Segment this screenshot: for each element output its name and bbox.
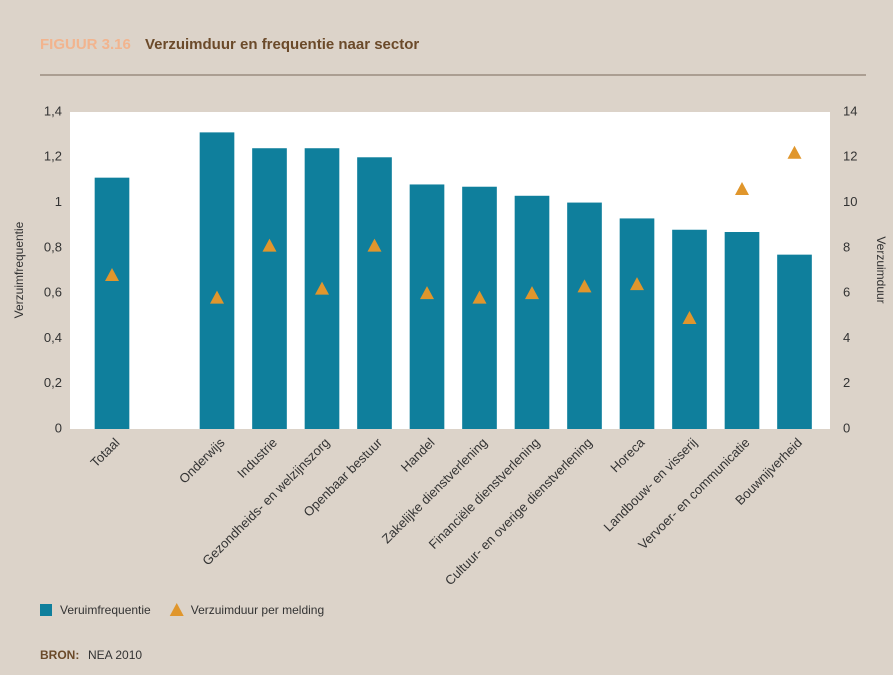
y2-tick-label: 8 — [843, 239, 850, 254]
y-tick-label: 1,2 — [44, 149, 62, 164]
y-tick-label: 0,4 — [44, 330, 62, 345]
y-tick-label: 0,2 — [44, 375, 62, 390]
y2-tick-label: 14 — [843, 103, 857, 118]
y-axis-label: Verzuimfrequentie — [12, 221, 26, 318]
y2-tick-label: 2 — [843, 375, 850, 390]
y2-tick-label: 10 — [843, 194, 857, 209]
triangle-marker — [472, 290, 487, 304]
bar — [409, 184, 445, 429]
y-tick-label: 0 — [55, 420, 62, 435]
triangle-marker — [367, 238, 382, 252]
figure-label: FIGUUR 3.16 — [40, 36, 131, 53]
y-tick-label: 1,4 — [44, 103, 62, 118]
legend-label: Veruimfrequentie — [60, 603, 151, 617]
y-tick-label: 0,8 — [44, 239, 62, 254]
y2-axis-label: Verzuimduur — [874, 236, 888, 303]
bar — [462, 186, 497, 429]
triangle-marker — [577, 279, 592, 293]
triangle-marker — [787, 145, 802, 159]
bar — [619, 218, 655, 429]
y2-tick-label: 12 — [843, 149, 857, 164]
triangle-marker — [210, 290, 224, 304]
triangle-marker — [262, 238, 277, 252]
triangle-marker — [525, 286, 539, 300]
bar — [672, 229, 707, 429]
bar — [514, 195, 550, 429]
legend-label: Verzuimduur per melding — [191, 603, 324, 617]
legend-swatch — [169, 603, 184, 616]
source: NEA 2010 — [88, 648, 142, 662]
bar — [252, 148, 287, 429]
triangle-marker — [315, 281, 329, 295]
triangle-marker — [630, 277, 644, 291]
legend-swatch — [40, 604, 52, 616]
bar — [199, 132, 235, 429]
triangle-marker — [735, 181, 749, 195]
bar — [94, 177, 130, 429]
bar — [357, 157, 392, 430]
plot-area — [70, 112, 830, 429]
triangle-marker — [105, 268, 119, 282]
y2-tick-label: 4 — [843, 330, 850, 345]
triangle-marker — [420, 286, 434, 300]
y-tick-label: 0,6 — [44, 285, 62, 300]
y2-tick-label: 0 — [843, 420, 850, 435]
chart-title: Verzuimduur en frequentie naar sector — [145, 36, 419, 53]
y-tick-label: 1 — [55, 194, 62, 209]
source-label: BRON: — [40, 648, 79, 662]
bar — [777, 254, 812, 429]
bar — [724, 232, 760, 429]
y2-tick-label: 6 — [843, 285, 850, 300]
triangle-marker — [682, 311, 697, 325]
bar — [567, 202, 602, 429]
